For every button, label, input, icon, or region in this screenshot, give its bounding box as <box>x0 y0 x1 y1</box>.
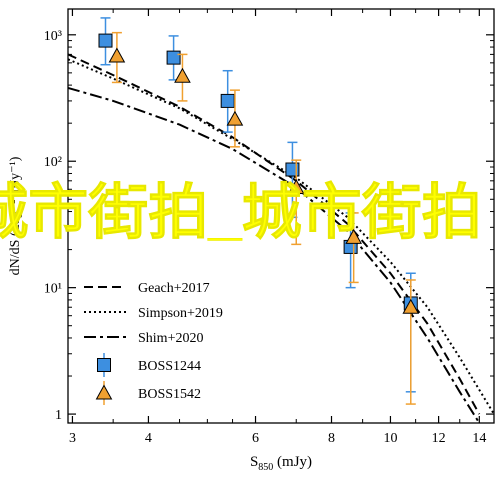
legend-label: BOSS1244 <box>138 359 201 374</box>
data-point-boss1542 <box>226 110 244 126</box>
model-line-simpson-2019 <box>67 58 495 415</box>
legend-label: Geach+2017 <box>138 281 210 296</box>
plot-frame <box>67 8 495 424</box>
legend-label: Shim+2020 <box>138 331 203 346</box>
x-axis-label: S850 (mJy) <box>250 454 312 473</box>
model-line-shim-2020 <box>67 86 481 424</box>
legend-marker-boss1244 <box>97 358 111 372</box>
x-tick-label: 14 <box>472 431 486 446</box>
model-lines <box>67 53 495 424</box>
data-point-boss1542 <box>174 67 191 83</box>
legend-marker-boss1542 <box>95 384 113 400</box>
y-tick-label: 10² <box>44 155 62 170</box>
data-point-boss1542 <box>345 228 362 244</box>
x-tick-label: 6 <box>252 431 259 446</box>
x-tick-label: 12 <box>432 431 446 446</box>
data-point-boss1244 <box>166 50 181 65</box>
x-tick-label: 3 <box>69 431 76 446</box>
y-tick-label: 1 <box>55 408 62 423</box>
y-axis-label: dN/dS (deg⁻² mJy⁻¹) <box>8 156 23 275</box>
axis-ticks: 3 4 6 8 10 12 14 1 10¹ 10² 10³ <box>44 9 494 446</box>
data-point-boss1244 <box>220 93 235 108</box>
legend-label: BOSS1542 <box>138 387 201 402</box>
legend: Geach+2017 Simpson+2019 Shim+2020 BOSS1244 B… <box>84 281 223 405</box>
data-point-boss1542 <box>108 47 126 63</box>
model-line-geach-2017 <box>67 53 481 415</box>
x-tick-label: 4 <box>145 431 152 446</box>
watermark: 城市街拍_城市街拍 <box>0 179 482 246</box>
y-tick-label: 10³ <box>44 29 62 44</box>
data-point-boss1244 <box>98 33 113 48</box>
x-tick-label: 8 <box>328 431 335 446</box>
legend-label: Simpson+2019 <box>138 306 223 321</box>
data-points <box>98 17 420 405</box>
x-tick-label: 10 <box>383 431 397 446</box>
data-point-boss1542 <box>287 178 305 194</box>
data-point-boss1542 <box>402 298 420 314</box>
y-tick-label: 10¹ <box>44 282 62 297</box>
